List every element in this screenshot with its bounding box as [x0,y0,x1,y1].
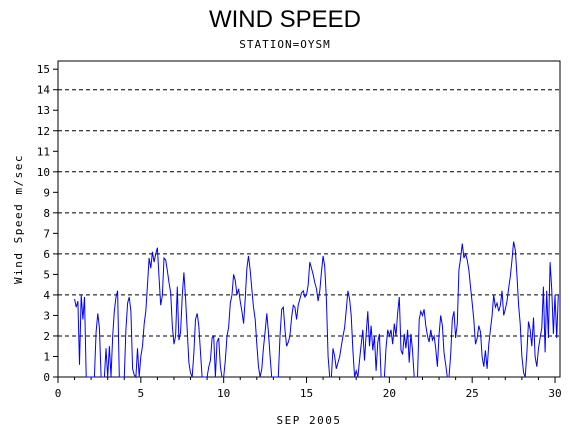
y-tick-label: 5 [43,268,50,281]
plot-frame [57,60,561,378]
y-tick-label: 13 [37,104,50,117]
y-tick-label: 15 [37,63,50,76]
y-tick-label: 10 [37,166,50,179]
x-axis-title: SEP 2005 [277,414,342,427]
y-tick-label: 11 [37,145,50,158]
x-tick-label: 5 [138,387,145,400]
chart-title: WIND SPEED [208,6,361,33]
x-tick-label: 0 [55,387,62,400]
x-tick-label: 20 [383,387,396,400]
wind-speed-series-line [74,241,559,379]
y-tick-label: 6 [43,248,50,261]
y-tick-label: 4 [43,289,50,302]
y-tick-label: 7 [43,227,50,240]
y-tick-label: 1 [43,350,50,363]
y-tick-label: 9 [43,186,50,199]
chart-subtitle: STATION=OYSM [239,38,331,51]
x-tick-label: 30 [548,387,561,400]
x-tick-label: 15 [300,387,313,400]
y-tick-label: 2 [43,330,50,343]
y-axis-title: Wind Speed m/sec [12,154,25,284]
y-tick-label: 0 [43,371,50,384]
x-tick-label: 25 [466,387,479,400]
y-tick-label: 8 [43,207,50,220]
x-tick-label: 10 [217,387,230,400]
y-tick-label: 14 [37,84,51,97]
y-tick-label: 3 [43,309,50,322]
y-tick-label: 12 [37,125,50,138]
